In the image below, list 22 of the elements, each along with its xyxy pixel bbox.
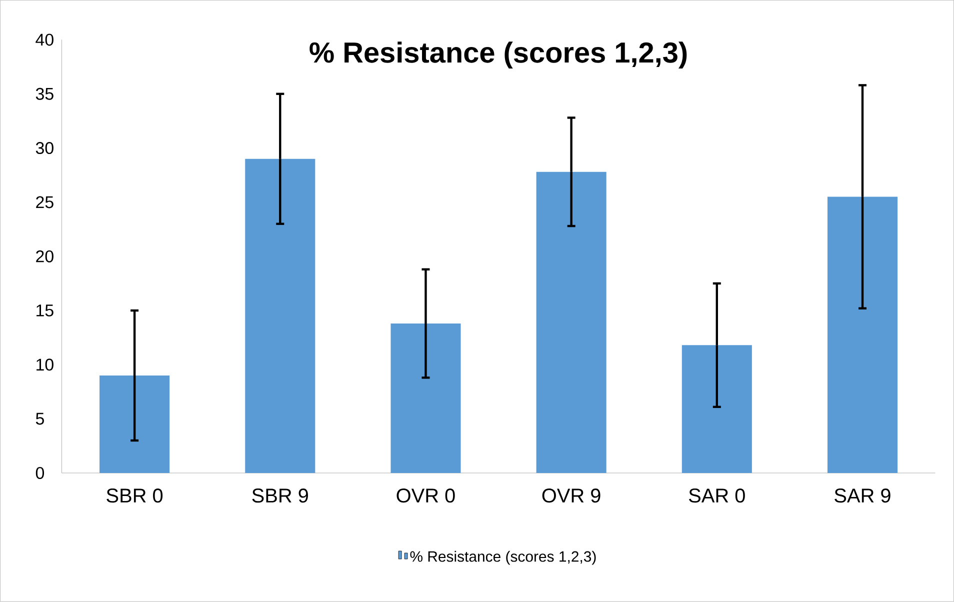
x-tick-label: SBR 9 [252, 488, 308, 503]
y-tick-label: 15 [36, 304, 54, 317]
y-tick-label: 0 [36, 467, 44, 480]
legend-label: % Resistance (scores 1,2,3) [410, 550, 596, 565]
bar [827, 196, 898, 474]
x-tick-label: SAR 9 [834, 488, 890, 503]
bar [245, 158, 316, 474]
x-tick-label: SBR 0 [106, 488, 163, 503]
bar [390, 324, 461, 474]
y-tick-label: 10 [36, 358, 54, 371]
y-tick-label: 30 [36, 142, 54, 154]
bar [682, 345, 752, 474]
x-tick-label: OVR 9 [542, 488, 600, 503]
x-tick-label: OVR 0 [396, 488, 455, 503]
y-tick-label: 35 [36, 88, 54, 100]
y-tick-label: 25 [36, 196, 54, 208]
y-tick-label: 20 [36, 250, 54, 262]
chart-title: % Resistance (scores 1,2,3) [310, 42, 687, 69]
x-tick-label: SAR 0 [689, 488, 745, 503]
y-tick-label: 40 [36, 34, 54, 46]
bar [536, 172, 606, 474]
y-tick-label: 5 [36, 413, 44, 425]
